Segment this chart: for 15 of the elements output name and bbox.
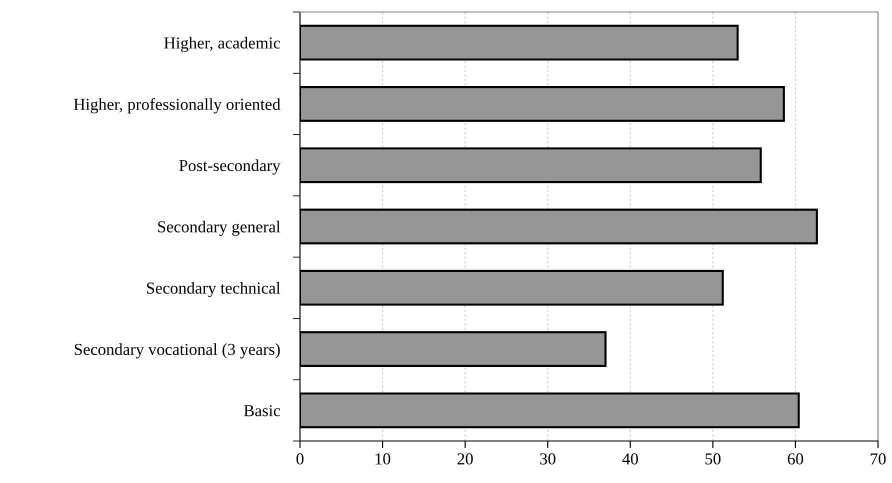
x-tick-label: 10: [376, 453, 390, 465]
x-tick-label: 70: [870, 453, 886, 465]
x-tick-label: 30: [540, 453, 556, 465]
y-tick-label: Secondary general: [158, 220, 280, 236]
y-tick-label: Secondary technical: [147, 282, 280, 298]
x-tick-label: 20: [458, 453, 473, 465]
x-tick-label: 0: [296, 453, 304, 465]
y-tick-label: Higher, professionally oriented: [74, 98, 280, 114]
y-tick-label: Secondary vocational (3 years): [74, 343, 280, 358]
x-tick-label: 40: [622, 453, 638, 465]
y-tick-label: Post-secondary: [179, 159, 280, 175]
y-tick-label: Basic: [244, 405, 280, 416]
y-tick-label: Higher, academic: [164, 36, 280, 52]
x-tick-label: 60: [788, 453, 804, 465]
x-tick-label: 50: [705, 453, 721, 465]
